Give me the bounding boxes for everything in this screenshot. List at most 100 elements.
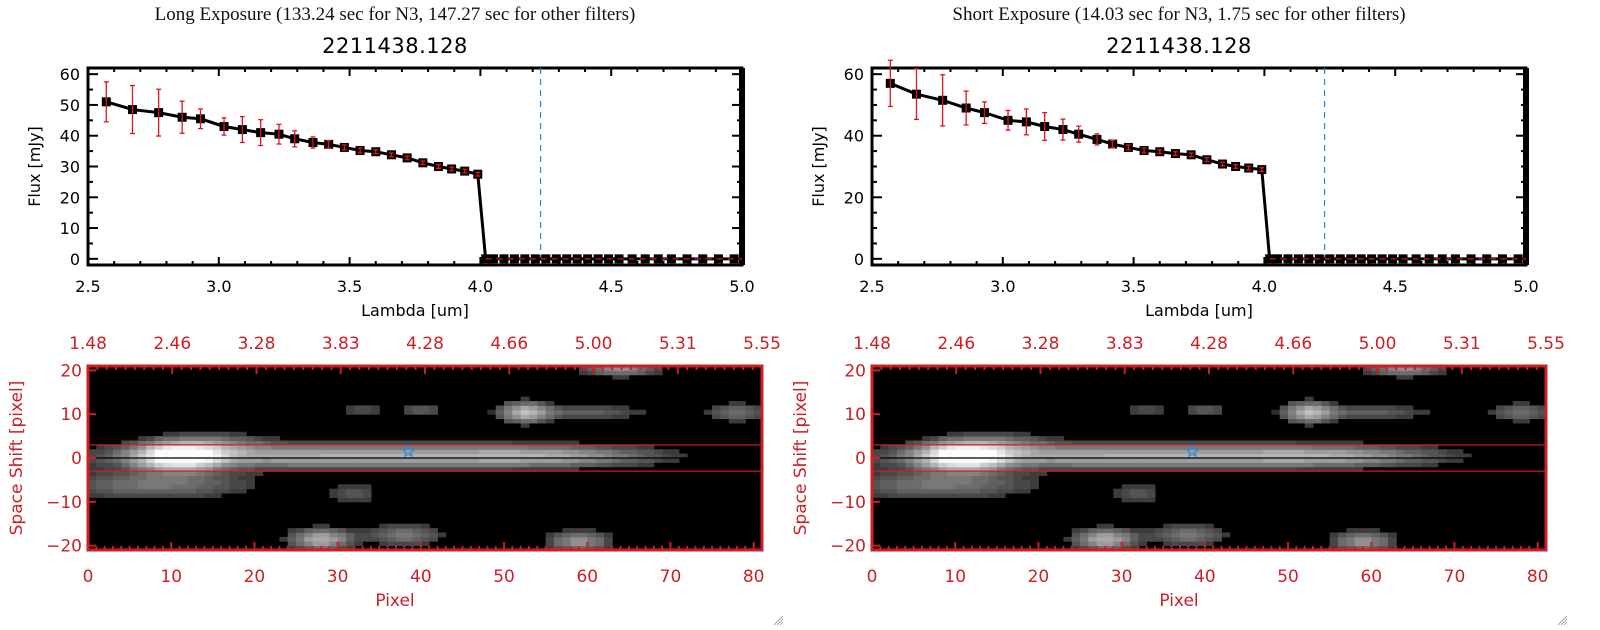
x-tick-label: 4.5: [598, 277, 623, 296]
x-axis-label: Lambda [um]: [361, 301, 469, 320]
star-marker-icon: [1185, 443, 1200, 458]
error-bar: [258, 119, 264, 147]
x-tick-label: 2.5: [75, 277, 100, 296]
top-wavelength-label: 4.28: [1190, 334, 1228, 354]
y-tick-label: 20: [844, 361, 866, 381]
top-wavelength-label: 5.31: [659, 334, 697, 354]
y-axis-label: Flux [mJy]: [809, 126, 828, 207]
error-bar: [1125, 144, 1131, 151]
panel-short-exposure: Short Exposure (14.03 sec for N3, 1.75 s…: [784, 0, 1574, 630]
y-tick-label: −20: [830, 537, 866, 557]
error-bar: [887, 59, 893, 108]
y-tick-label: 40: [844, 127, 864, 146]
top-wavelength-label: 2.46: [153, 334, 191, 354]
data-point: [520, 254, 530, 264]
data-point: [499, 254, 509, 264]
top-wavelength-label: 1.48: [853, 334, 891, 354]
error-bar: [276, 123, 282, 145]
y-tick-label: 20: [60, 188, 80, 207]
data-point: [653, 254, 663, 264]
x-tick-label: 3.5: [1121, 277, 1146, 296]
error-bar: [940, 74, 946, 127]
error-bar: [1005, 109, 1011, 131]
x-tick-label: 3.0: [990, 277, 1015, 296]
top-wavelength-label: 3.83: [322, 334, 360, 354]
y-tick-label: 10: [60, 405, 82, 425]
resize-grip-icon[interactable]: [772, 614, 784, 626]
x-tick-label: 30: [1111, 567, 1133, 587]
resize-grip-icon[interactable]: [1556, 614, 1568, 626]
data-point: [1283, 254, 1293, 264]
data-point: [509, 254, 519, 264]
error-bar: [326, 139, 332, 149]
exposure-title: Long Exposure (133.24 sec for N3, 147.27…: [154, 4, 636, 25]
top-wavelength-label: 5.55: [1527, 334, 1565, 354]
spectral-image-chart: 0 10 20 30 40 50 60 70 80 1.48 2.46 3.28 3.83 4.28 4.6…: [791, 334, 1565, 611]
error-bar: [221, 117, 227, 136]
error-bar: [1076, 125, 1082, 143]
error-bar: [1220, 161, 1226, 167]
x-tick-label: 2.5: [859, 277, 884, 296]
error-bar: [179, 100, 185, 134]
x-tick-label: 5.0: [729, 277, 754, 296]
error-bar: [404, 155, 410, 161]
x-tick-label: 80: [743, 567, 765, 587]
image-pixels: [872, 366, 1547, 551]
x-tick-label: 40: [1194, 567, 1216, 587]
y-tick-label: 50: [60, 96, 80, 115]
error-bar: [1233, 164, 1239, 169]
data-point: [1265, 254, 1275, 264]
y-tick-label: 0: [854, 250, 864, 269]
error-bar: [129, 84, 135, 135]
top-wavelength-label: 3.28: [238, 334, 276, 354]
x-axis-label: Pixel: [1159, 591, 1198, 611]
data-point: [666, 254, 676, 264]
x-tick-label: 60: [576, 567, 598, 587]
top-wavelength-label: 3.83: [1106, 334, 1144, 354]
error-bar: [197, 108, 203, 130]
top-wavelength-label: 5.00: [1359, 334, 1397, 354]
y-tick-label: 0: [71, 449, 82, 469]
x-tick-label: 3.5: [337, 277, 362, 296]
error-bar: [239, 115, 245, 144]
error-bar: [1094, 133, 1100, 146]
error-bar: [420, 160, 426, 166]
spectrum-chart: 2.5 3.0 3.5 4.0 4.5 5.0 0 10 20 30 40 50 60 Lambda [u…: [25, 65, 755, 320]
x-tick-label: 0: [867, 567, 878, 587]
y-tick-label: 0: [855, 449, 866, 469]
y-tick-label: 20: [844, 188, 864, 207]
y-tick-label: 10: [60, 219, 80, 238]
top-wavelength-label: 1.48: [69, 334, 107, 354]
x-axis-label: Pixel: [375, 591, 414, 611]
top-wavelength-label: 4.66: [1274, 334, 1312, 354]
x-tick-label: 80: [1527, 567, 1549, 587]
x-tick-label: 4.0: [468, 277, 493, 296]
data-point: [1293, 254, 1303, 264]
top-wavelength-label: 2.46: [937, 334, 975, 354]
data-point: [1513, 254, 1523, 264]
error-bar: [963, 90, 969, 126]
error-bar: [1259, 167, 1265, 173]
x-tick-label: 50: [1277, 567, 1299, 587]
error-bar: [292, 130, 298, 148]
x-tick-label: 4.5: [1382, 277, 1407, 296]
data-point: [1304, 254, 1314, 264]
y-tick-label: 0: [70, 250, 80, 269]
x-tick-label: 10: [160, 567, 182, 587]
error-bar: [1204, 157, 1210, 163]
error-bar: [103, 81, 109, 123]
y-tick-label: 60: [60, 65, 80, 84]
y-tick-label: 10: [844, 405, 866, 425]
data-point: [729, 254, 739, 264]
image-pixels: [88, 366, 763, 551]
x-tick-label: 20: [244, 567, 266, 587]
top-wavelength-label: 3.28: [1022, 334, 1060, 354]
error-bar: [156, 88, 162, 137]
error-bar: [1023, 108, 1029, 136]
top-wavelength-label: 4.28: [406, 334, 444, 354]
error-bar: [449, 166, 455, 172]
top-wavelength-label: 5.55: [743, 334, 781, 354]
x-tick-label: 10: [944, 567, 966, 587]
x-tick-label: 70: [660, 567, 682, 587]
x-tick-label: 3.0: [206, 277, 231, 296]
